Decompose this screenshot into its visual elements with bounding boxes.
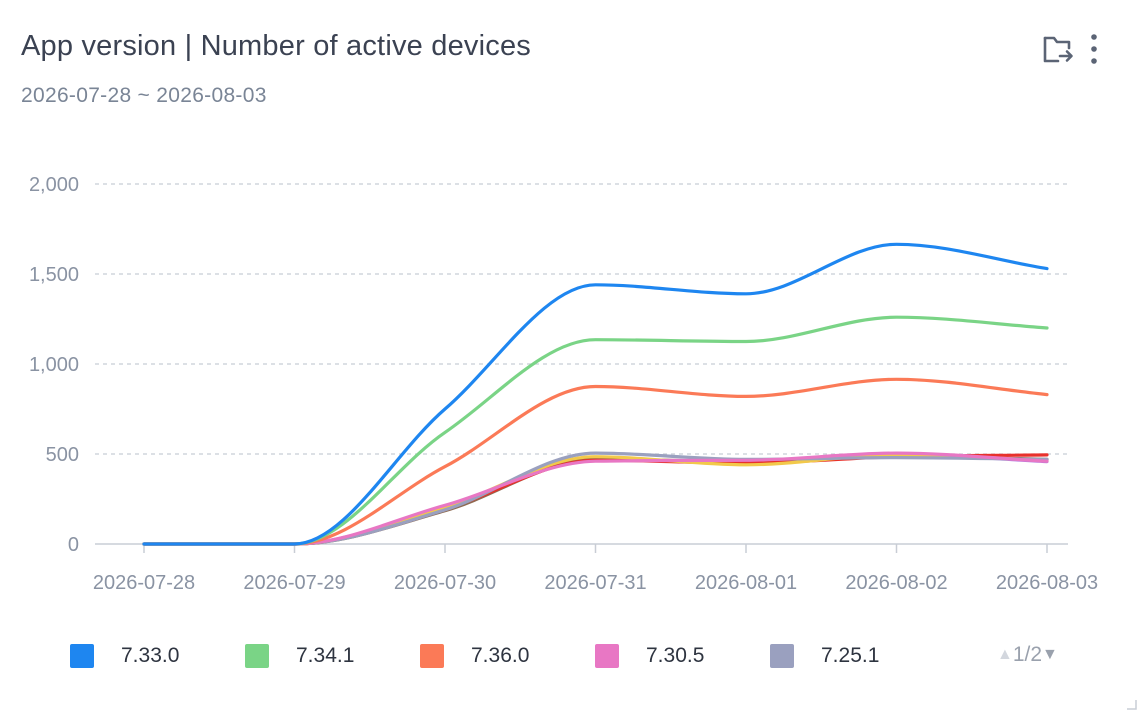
x-axis-ticks: 2026-07-28 2026-07-29 2026-07-30 2026-07-31… <box>93 544 1098 594</box>
legend-pager: ▲1/2▼ <box>997 643 1058 669</box>
series-line-7-33-0 <box>142 242 1049 546</box>
x-tick-label: 2026-07-29 <box>243 572 345 594</box>
legend-swatch <box>420 644 444 668</box>
legend: 7.33.0 7.34.1 7.36.0 7.30.5 7.25.1 <box>70 640 1080 672</box>
x-tick-label: 2026-08-01 <box>695 572 797 594</box>
more-vertical-icon <box>1091 34 1097 64</box>
series-line-unlabeled-7 <box>142 454 1049 546</box>
series-lines <box>142 242 1049 546</box>
legend-swatch <box>770 644 794 668</box>
legend-label: 7.30.5 <box>646 644 705 667</box>
more-options-button[interactable] <box>1084 30 1104 70</box>
series-line-7-30-5 <box>142 451 1049 546</box>
card-actions <box>1040 30 1110 70</box>
series-line-7-34-1 <box>142 315 1049 546</box>
legend-next-page-button[interactable]: ▼ <box>1042 646 1058 664</box>
x-tick-label: 2026-08-02 <box>845 572 947 594</box>
y-axis-ticks: 0 500 1,000 1,500 2,000 <box>29 174 79 556</box>
legend-prev-page-button[interactable]: ▲ <box>997 646 1013 664</box>
x-tick-label: 2026-07-31 <box>544 572 646 594</box>
series-line-unlabeled-5 <box>142 453 1049 546</box>
legend-page-indicator: 1/2 <box>1012 643 1043 667</box>
legend-swatch <box>245 644 269 668</box>
legend-label: 7.33.0 <box>121 644 180 667</box>
series-line-unlabeled-8 <box>142 452 1049 546</box>
legend-swatch <box>70 644 94 668</box>
y-tick-label: 0 <box>68 534 79 556</box>
x-tick-label: 2026-08-03 <box>996 572 1098 594</box>
series-line-unlabeled-6 <box>142 453 1049 546</box>
x-tick-label: 2026-07-30 <box>394 572 496 594</box>
save-to-folder-button[interactable] <box>1040 30 1076 70</box>
y-tick-label: 1,500 <box>29 264 79 286</box>
legend-label: 7.34.1 <box>296 644 355 667</box>
legend-swatch <box>595 644 619 668</box>
chart-title: App version | Number of active devices <box>21 30 531 62</box>
date-range: 2026-07-28 ~ 2026-08-03 <box>21 84 267 107</box>
y-tick-label: 1,000 <box>29 354 79 376</box>
x-tick-label: 2026-07-28 <box>93 572 195 594</box>
y-tick-label: 500 <box>46 444 79 466</box>
series-line-7-25-1 <box>142 451 1049 546</box>
legend-label: 7.25.1 <box>821 644 880 667</box>
resize-handle-icon[interactable] <box>1125 698 1137 710</box>
folder-export-icon <box>1043 36 1073 63</box>
y-tick-label: 2,000 <box>29 174 79 196</box>
legend-label: 7.36.0 <box>471 644 530 667</box>
line-chart: 0 500 1,000 1,500 2,000 2026-07-28 2026-07-29… <box>29 174 1098 594</box>
